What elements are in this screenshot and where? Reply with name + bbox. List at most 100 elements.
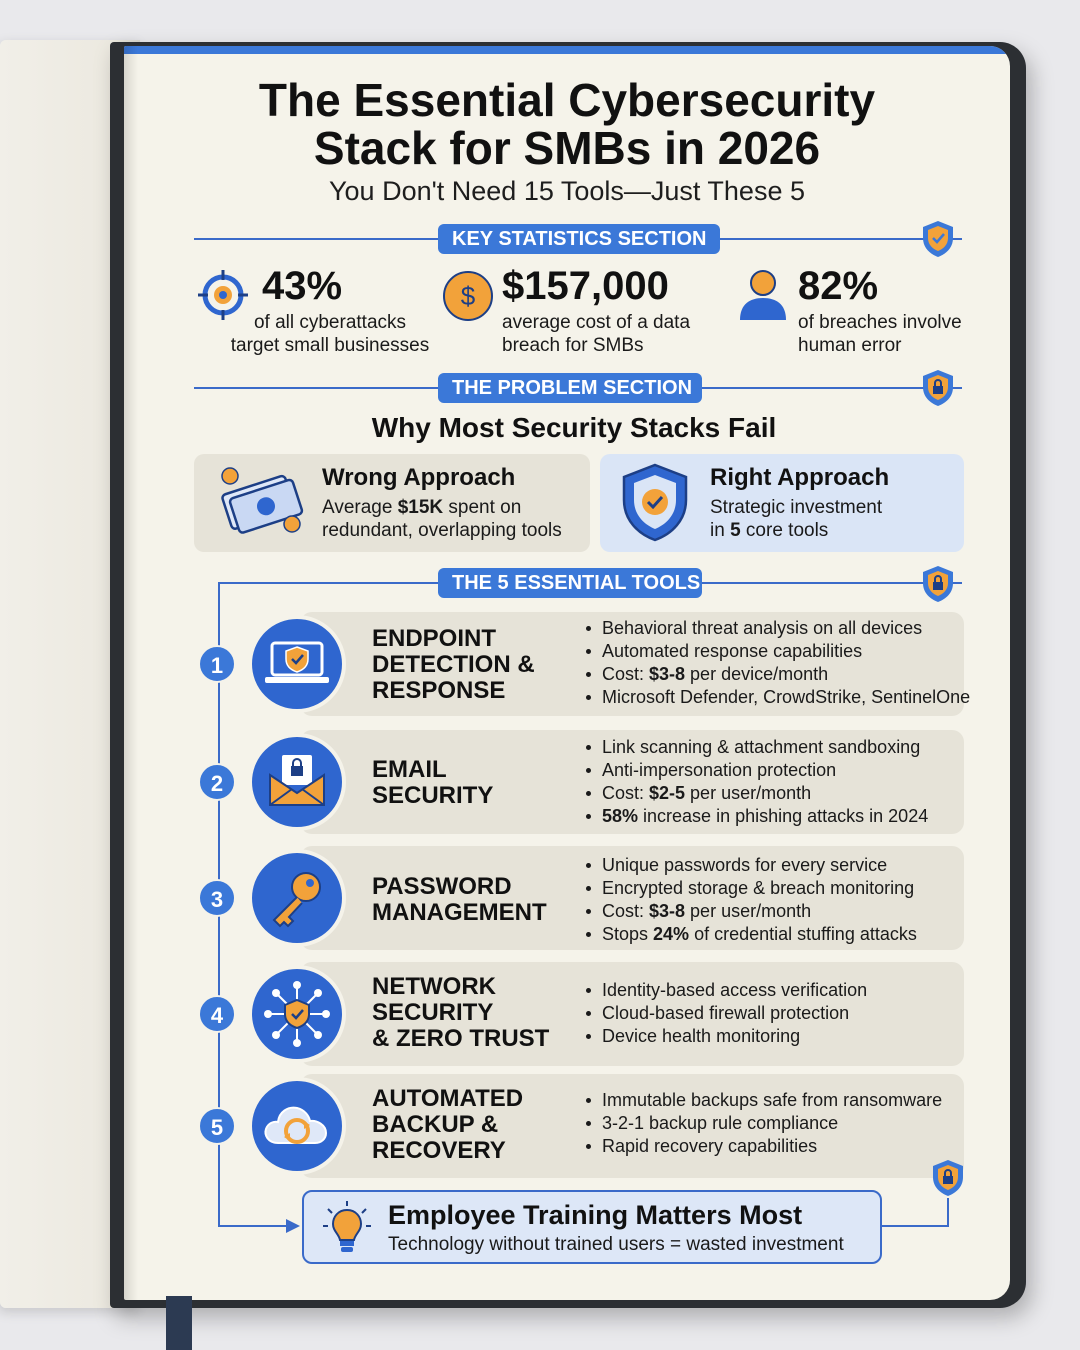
network-shield-icon [248,965,346,1063]
envelope-lock-icon [248,733,346,831]
tool-bullets: Unique passwords for every service Encry… [584,854,968,946]
stats-section-label: KEY STATISTICS SECTION [438,224,721,254]
training-connector-vertical [947,1198,949,1226]
tool-number: 1 [198,645,236,683]
tool-number: 4 [198,995,236,1033]
problem-divider-left [194,387,440,389]
bookmark-ribbon [166,1296,192,1350]
tool-name-line: & ZERO TRUST [372,1025,550,1052]
tool-card-email [300,730,964,834]
stat-value-human-error: 82% [798,264,879,308]
problem-divider-right [700,387,962,389]
tools-flow-connector [218,1225,290,1227]
stat-desc-line: target small businesses [230,335,430,356]
stats-divider-left [194,238,440,240]
cloud-sync-icon [248,1077,346,1175]
stat-desc-cost: average cost of a data breach for SMBs [502,311,722,357]
tools-section-label: THE 5 ESSENTIAL TOOLS [438,568,702,598]
wrong-approach-desc: Average $15K spent on redundant, overlap… [322,496,586,542]
stat-desc-line: human error [798,335,902,356]
money-waste-icon [221,467,304,534]
wrong-approach-title: Wrong Approach [322,464,516,491]
text-fragment: spent on [443,497,522,518]
tool-number: 2 [198,763,236,801]
stat-desc-attacks: of all cyberattacks target small busines… [220,311,440,357]
shield-check-icon [923,221,953,257]
shield-lock-icon [923,566,953,602]
stat-desc-line: average cost of a data [502,312,691,333]
tool-name: EMAIL SECURITY [372,757,572,809]
bullet-item: 3-2-1 backup rule compliance [584,1112,968,1135]
page-gutter [124,46,138,1300]
highlight-count: 5 [730,520,741,541]
title-line-1: The Essential Cybersecurity [258,74,876,126]
wrong-approach-line-2: redundant, overlapping tools [322,520,562,541]
title-line-2: Stack for SMBs in 2026 [313,122,821,174]
shield-lock-icon [923,370,953,406]
text-fragment: core tools [740,520,829,541]
shield-lock-icon [933,1160,963,1196]
tool-number: 5 [198,1107,236,1145]
stat-desc-line: of all cyberattacks [253,312,407,333]
bullet-item: Unique passwords for every service [584,854,968,877]
tool-bullets: Behavioral threat analysis on all device… [584,617,970,709]
tool-bullets: Identity-based access verification Cloud… [584,979,968,1048]
arrow-right-icon [286,1219,300,1233]
tool-card-network [300,962,964,1066]
tool-name-line: PASSWORD [372,873,512,900]
dollar-coin-icon: $ [443,271,493,321]
bullet-item: Anti-impersonation protection [584,759,968,782]
bullet-item: Cost: $3-8 per user/month [584,900,968,923]
bullet-item: Rapid recovery capabilities [584,1135,968,1158]
tool-card-backup [300,1074,964,1178]
bullet-item: Stops 24% of credential stuffing attacks [584,923,968,946]
stat-desc-human-error: of breaches involve human error [798,311,998,357]
page-subtitle: You Don't Need 15 Tools—Just These 5 [329,176,805,206]
lightbulb-icon [323,1201,371,1252]
problem-section-label: THE PROBLEM SECTION [438,373,702,403]
tool-name: ENDPOINT DETECTION & RESPONSE [372,626,572,704]
bullet-item: Cloud-based firewall protection [584,1002,968,1025]
tool-name-line: NETWORK [372,973,496,1000]
page-top-accent [124,46,1010,54]
tool-name-line: DETECTION & [372,651,535,678]
tool-name: AUTOMATED BACKUP & RECOVERY [372,1086,572,1164]
tool-number: 3 [198,879,236,917]
stat-desc-line: breach for SMBs [502,335,644,356]
right-approach-desc: Strategic investment in 5 core tools [710,496,960,542]
tool-name-line: ENDPOINT [372,625,497,652]
tool-name-line: EMAIL [372,756,447,783]
tools-divider-right [700,582,962,584]
tool-bullets: Link scanning & attachment sandboxing An… [584,736,968,828]
text-fragment: Average [322,497,398,518]
text-fragment: in [710,520,731,541]
training-connector-horizontal [882,1225,949,1227]
stat-desc-line: of breaches involve [798,312,962,333]
training-desc: Technology without trained users = waste… [388,1234,844,1255]
tool-bullets: Immutable backups safe from ransomware 3… [584,1089,968,1158]
tool-card-password [300,846,964,950]
right-approach-title: Right Approach [710,464,890,491]
stats-divider-right [700,238,962,240]
tool-name-line: MANAGEMENT [372,899,547,926]
bullet-item: Immutable backups safe from ransomware [584,1089,968,1112]
bullet-item: Encrypted storage & breach monitoring [584,877,968,900]
svg-text:$: $ [461,281,476,311]
target-icon [198,270,248,320]
bullet-item: Device health monitoring [584,1025,968,1048]
bullet-item: Automated response capabilities [584,640,968,663]
shield-check-icon [622,463,688,542]
tools-divider-left [218,582,438,584]
tool-card-endpoint [300,612,964,716]
right-approach-line-1: Strategic investment [710,497,883,518]
bullet-item: Behavioral threat analysis on all device… [584,617,968,640]
training-title: Employee Training Matters Most [388,1200,803,1230]
right-approach-line-2: in 5 core tools [710,519,960,542]
tool-name-line: AUTOMATED [372,1085,524,1112]
tool-name: PASSWORD MANAGEMENT [372,874,572,926]
training-callout [302,1190,882,1264]
stat-value-cost: $157,000 [502,264,669,308]
tool-name-line: SECURITY [372,782,494,809]
person-icon [740,270,786,320]
page-title: The Essential Cybersecurity Stack for SM… [124,76,1010,172]
